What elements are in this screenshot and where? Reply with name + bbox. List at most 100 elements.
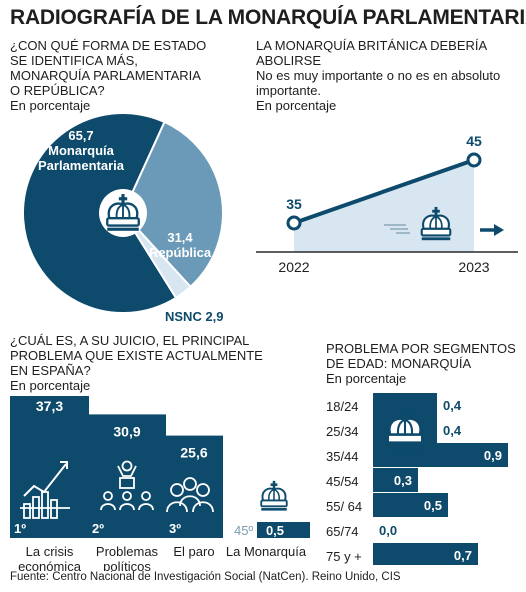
problem-value-label: 30,9 xyxy=(113,423,140,439)
pie-slice-nsnc xyxy=(122,212,192,300)
trend-value-label: 45 xyxy=(466,133,482,149)
age-value-label: 0,4 xyxy=(443,423,462,438)
pie-label-republic-value: 31,4 xyxy=(167,230,193,245)
person-head xyxy=(183,477,197,491)
chart-growth-arrow xyxy=(60,461,68,469)
chart-growth-icon xyxy=(20,461,70,519)
crowd-body xyxy=(138,503,154,511)
problem-value-label: 37,3 xyxy=(36,398,63,414)
crown-icon xyxy=(106,194,140,231)
age-category-label: 25/34 xyxy=(326,424,359,439)
crown-cross xyxy=(270,483,278,486)
pie-chart: 65,7 Monarquía Parlamentaria 31,4 Repúbl… xyxy=(22,112,224,324)
problem-rank: 45º xyxy=(234,523,253,538)
age-value-label: 0,7 xyxy=(454,548,472,563)
problem-rank: 2º xyxy=(92,521,104,536)
crown-cross xyxy=(432,209,440,213)
problem-bar xyxy=(10,396,89,538)
problem-category-label: La Monarquía xyxy=(226,544,307,559)
problem-question-line: PROBLEMA QUE EXISTE ACTUALMENTE xyxy=(10,348,263,363)
pie-label-nsnc: NSNC 2,9 xyxy=(165,309,224,324)
age-question: PROBLEMA POR SEGMENTOS DE EDAD: MONARQUÍ… xyxy=(326,341,516,371)
problem-rank: 3º xyxy=(169,521,181,536)
trend-subtitle: No es muy importante o no es en absoluto… xyxy=(256,68,500,113)
trend-subtitle-line: No es muy importante o no es en absoluto xyxy=(256,68,501,83)
pie-slice-republic xyxy=(121,120,224,289)
pie-label-monarchy-name: Parlamentaria xyxy=(38,158,125,173)
chart-growth-bar xyxy=(50,499,58,519)
problem-question: ¿CUÁL ES, A SU JUICIO, EL PRINCIPAL PROB… xyxy=(10,333,263,378)
chart-growth-line xyxy=(23,463,67,497)
crown-icon xyxy=(99,189,147,237)
crown-band xyxy=(106,217,140,227)
crown-band xyxy=(420,227,452,237)
pie-question-line: SE IDENTIFICA MÁS, xyxy=(10,53,138,68)
problem-value-label: 25,6 xyxy=(180,445,207,461)
age-bar xyxy=(373,543,478,565)
pie-label-monarchy-name: Monarquía xyxy=(48,143,114,158)
person-body xyxy=(166,501,188,513)
person-body xyxy=(179,495,201,507)
speaker-arms xyxy=(117,465,137,477)
age-question-line: PROBLEMA POR SEGMENTOS xyxy=(326,341,516,356)
crown-band xyxy=(260,499,288,508)
chart-growth-bar xyxy=(23,503,31,519)
crown-arch xyxy=(396,418,414,435)
age-crown-block xyxy=(373,393,437,467)
trend-value-label: 35 xyxy=(286,196,302,212)
age-question-line: DE EDAD: MONARQUÍA xyxy=(326,356,472,371)
crown-icon xyxy=(420,206,452,241)
crowd-head xyxy=(103,491,113,501)
speaker-crowd-icon xyxy=(100,460,154,511)
age-value-label: 0,4 xyxy=(443,398,462,413)
crown-base xyxy=(261,508,287,511)
trend-unit: En porcentaje xyxy=(256,98,337,113)
trend-subtitle-line: importante. xyxy=(256,83,322,98)
trend-line xyxy=(293,158,475,225)
age-value-label: 0,0 xyxy=(379,523,397,538)
trend-point xyxy=(286,215,302,231)
pie-label-monarchy-value: 65,7 xyxy=(68,128,93,143)
age-category-label: 18/24 xyxy=(326,399,359,414)
problem-category-label: económica xyxy=(18,559,82,571)
crown-cross xyxy=(400,411,410,416)
problem-rank: 1º xyxy=(14,521,26,536)
problem-question-line: EN ESPAÑA? xyxy=(10,363,91,378)
crown-icon xyxy=(386,408,424,449)
problem-unit: En porcentaje xyxy=(10,378,91,393)
pie-question: ¿CON QUÉ FORMA DE ESTADO SE IDENTIFICA M… xyxy=(10,38,206,98)
pie-question-line: MONARQUÍA PARLAMENTARIA xyxy=(10,68,201,83)
trend-x-tick: 2022 xyxy=(278,259,309,275)
trend-question-line: ABOLIRSE xyxy=(256,53,322,68)
problem-category-label: La crisis xyxy=(26,544,74,559)
trend-plot: 35 2022 45 2023 xyxy=(256,133,518,275)
problem-category-label: El paro xyxy=(173,544,214,559)
crown-motion-icon xyxy=(384,206,452,241)
problem-category-label: políticos xyxy=(103,559,151,571)
age-category-label: 65/74 xyxy=(326,524,359,539)
trend-question: LA MONARQUÍA BRITÁNICA DEBERÍA ABOLIRSE xyxy=(256,38,487,68)
trend-question-line: LA MONARQUÍA BRITÁNICA DEBERÍA xyxy=(256,38,488,53)
problem-category-label: Problemas xyxy=(96,544,159,559)
age-value-label: 0,5 xyxy=(424,498,442,513)
problem-bar xyxy=(165,435,223,538)
problem-question-line: ¿CUÁL ES, A SU JUICIO, EL PRINCIPAL xyxy=(10,333,250,348)
crown-base xyxy=(421,237,451,241)
age-unit: En porcentaje xyxy=(326,371,407,386)
age-bars: 18/24 0,4 25/34 0,4 35/44 0,9 45/54 0,3 55/ 64 0,… xyxy=(326,393,508,565)
arrow-right-icon xyxy=(494,224,504,236)
person-head xyxy=(196,483,210,497)
pie-question-line: ¿CON QUÉ FORMA DE ESTADO xyxy=(10,38,207,53)
age-value-label: 0,9 xyxy=(484,448,502,463)
age-category-label: 55/ 64 xyxy=(326,499,362,514)
age-category-label: 35/44 xyxy=(326,449,359,464)
age-value-label: 0,3 xyxy=(394,473,412,488)
age-category-label: 75 y + xyxy=(326,549,362,564)
pie-unit: En porcentaje xyxy=(10,98,91,113)
crowd-head xyxy=(141,491,151,501)
crown-icon xyxy=(260,480,288,511)
speaker-podium xyxy=(119,477,135,489)
crown-cross xyxy=(118,197,128,201)
crowd-body xyxy=(100,503,116,511)
